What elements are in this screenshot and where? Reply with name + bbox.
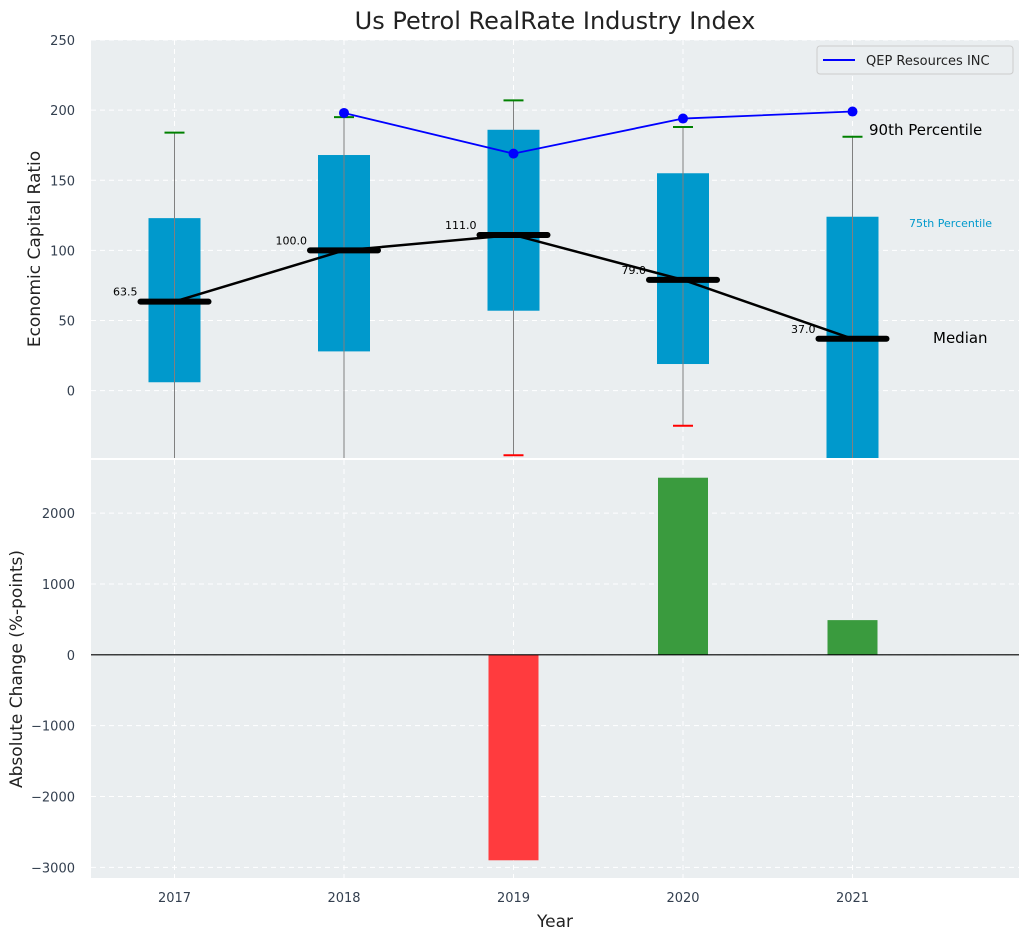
annotation-90th-percentile: 90th Percentile (869, 121, 982, 139)
top-y-ticks: 0 50 100 150 200 250 (50, 34, 75, 400)
annotation-75th-percentile: 75th Percentile (909, 217, 992, 230)
x-tick-label: 2021 (836, 891, 869, 906)
median-value-label: 37.0 (791, 323, 816, 336)
bottom-y-tick-label: −2000 (31, 791, 75, 806)
top-y-tick-label: 50 (58, 315, 75, 330)
top-y-tick-label: 200 (50, 104, 75, 119)
legend: QEP Resources INC (816, 45, 1014, 75)
median-value-label: 79.0 (622, 264, 647, 277)
bottom-y-tick-label: −3000 (31, 861, 75, 876)
company-point (678, 113, 688, 124)
x-tick-label: 2020 (666, 891, 699, 906)
bottom-y-tick-label: 2000 (42, 507, 75, 522)
bar-group (91, 477, 1019, 861)
top-y-axis-label: Economic Capital Ratio (25, 151, 45, 347)
top-y-tick-label: 100 (50, 244, 75, 259)
change-bar (827, 620, 878, 655)
company-line (343, 110, 853, 155)
change-bar (488, 654, 539, 861)
median-value-label: 100.0 (276, 234, 308, 247)
bottom-y-tick-label: 1000 (42, 578, 75, 593)
x-tick-label: 2019 (497, 891, 530, 906)
legend-label: QEP Resources INC (866, 54, 990, 69)
top-y-tick-label: 0 (67, 385, 75, 400)
company-point (339, 107, 349, 118)
line-group: 63.5 100.0 111.0 79.0 37.0 (113, 106, 890, 342)
company-point (847, 106, 858, 117)
annotation-median: Median (933, 329, 988, 347)
legend-box (816, 45, 1014, 75)
x-tick-label: 2018 (327, 891, 360, 906)
x-ticks: 2017 2018 2019 2020 2021 (158, 891, 869, 906)
bottom-y-ticks: −3000 −2000 −1000 0 1000 2000 (31, 507, 75, 876)
median-value-label: 63.5 (113, 286, 138, 299)
top-y-tick-label: 150 (50, 174, 75, 189)
company-point (508, 148, 519, 159)
bottom-plot-area (91, 460, 1019, 878)
top-plot-area (91, 40, 1019, 458)
change-bar (658, 477, 708, 655)
bottom-y-tick-label: −1000 (31, 720, 75, 735)
x-tick-label: 2017 (158, 891, 191, 906)
chart-title: Us Petrol RealRate Industry Index (355, 7, 756, 35)
x-axis-label: Year (536, 912, 573, 932)
bottom-y-axis-label: Absolute Change (%-points) (7, 550, 27, 788)
median-value-label: 111.0 (445, 219, 477, 232)
bottom-y-tick-label: 0 (67, 649, 75, 664)
top-y-tick-label: 250 (50, 34, 75, 49)
